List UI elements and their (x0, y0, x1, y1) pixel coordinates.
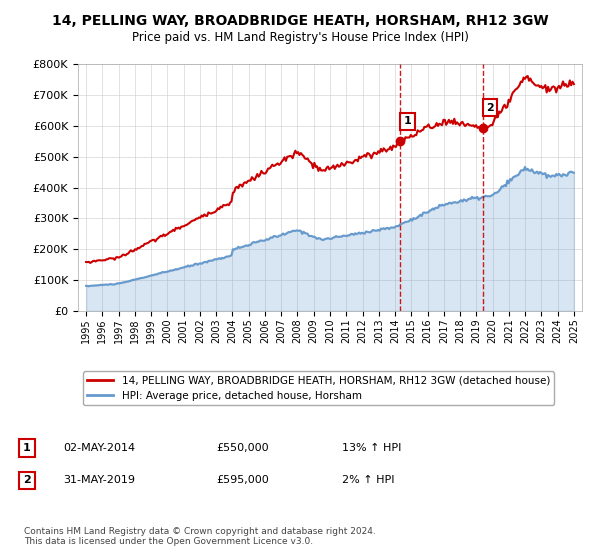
Text: 02-MAY-2014: 02-MAY-2014 (63, 443, 135, 453)
Text: 2: 2 (23, 475, 31, 486)
Text: 13% ↑ HPI: 13% ↑ HPI (342, 443, 401, 453)
Text: 2% ↑ HPI: 2% ↑ HPI (342, 475, 395, 486)
Text: 1: 1 (23, 443, 31, 453)
Text: Price paid vs. HM Land Registry's House Price Index (HPI): Price paid vs. HM Land Registry's House … (131, 31, 469, 44)
Legend: 14, PELLING WAY, BROADBRIDGE HEATH, HORSHAM, RH12 3GW (detached house), HPI: Ave: 14, PELLING WAY, BROADBRIDGE HEATH, HORS… (83, 371, 554, 405)
Text: 14, PELLING WAY, BROADBRIDGE HEATH, HORSHAM, RH12 3GW: 14, PELLING WAY, BROADBRIDGE HEATH, HORS… (52, 14, 548, 28)
Text: £595,000: £595,000 (216, 475, 269, 486)
Text: 2: 2 (487, 102, 494, 113)
Text: 1: 1 (404, 116, 412, 127)
Text: £550,000: £550,000 (216, 443, 269, 453)
Text: 31-MAY-2019: 31-MAY-2019 (63, 475, 135, 486)
Text: Contains HM Land Registry data © Crown copyright and database right 2024.
This d: Contains HM Land Registry data © Crown c… (24, 526, 376, 546)
